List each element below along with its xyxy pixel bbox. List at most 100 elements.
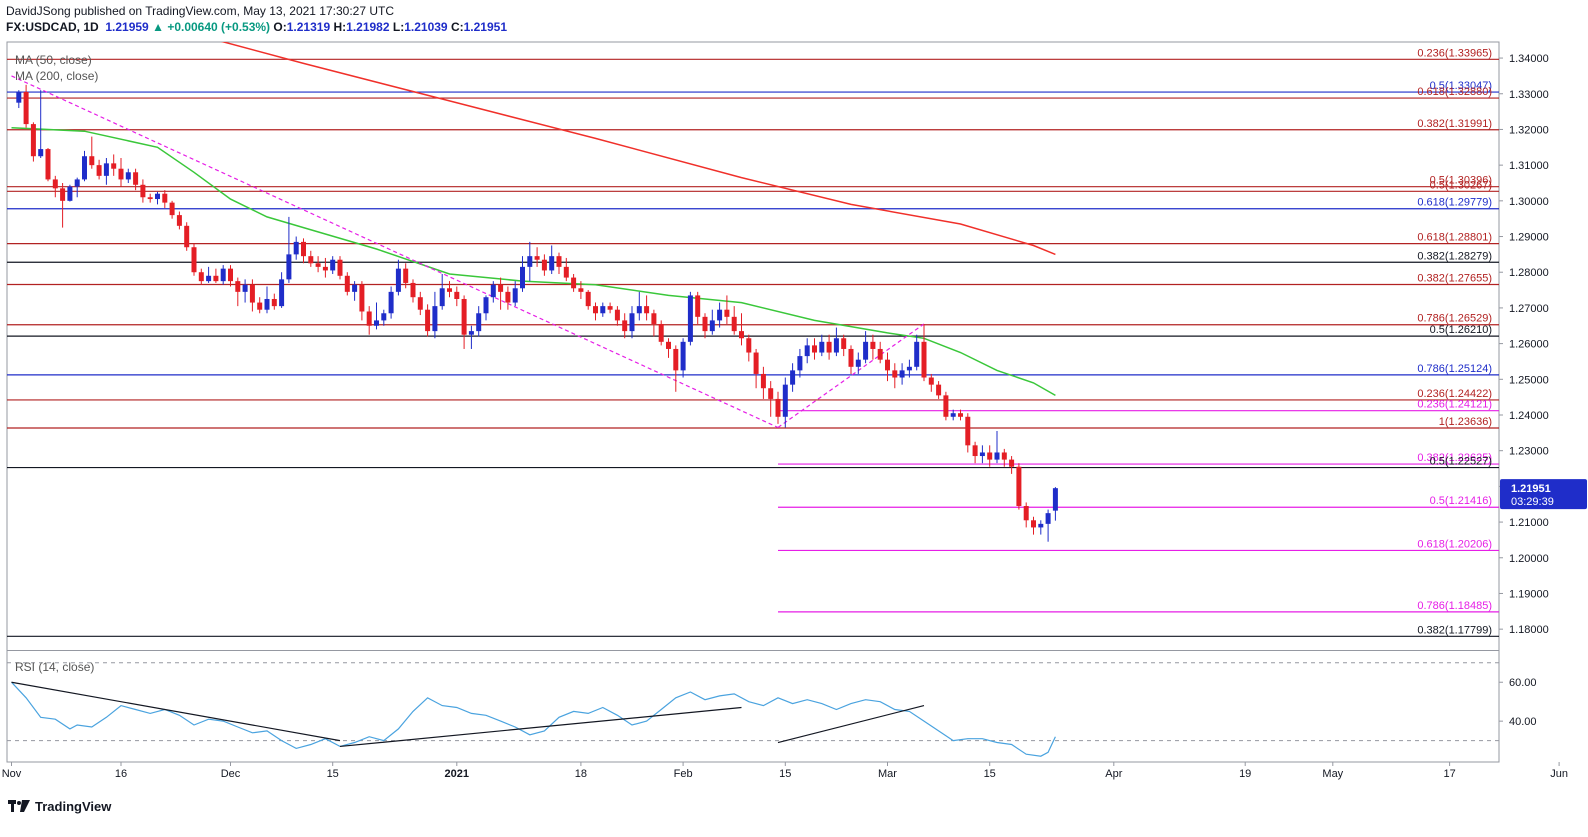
candle-body [155, 193, 160, 200]
candle-body [695, 295, 701, 317]
candle [520, 256, 525, 292]
candle [622, 313, 628, 339]
rsi-trendline [339, 706, 742, 748]
candle-body [461, 298, 467, 335]
fib-level-label: 0.382(1.28279) [1417, 250, 1492, 262]
candle [447, 281, 452, 298]
candle-body [82, 156, 87, 180]
candle-body [563, 266, 569, 278]
candle-body [607, 306, 613, 310]
fib-level-label: 0.618(1.32880) [1417, 86, 1492, 98]
candle-body [1009, 459, 1015, 467]
candle [454, 286, 460, 307]
close-label: C: [450, 20, 464, 34]
candle-body [614, 309, 620, 321]
candle [147, 193, 153, 203]
price-axis: 1.34000 1.33000 1.32000 1.31000 1.30000 1.290… [1499, 53, 1549, 636]
candle-body [198, 272, 204, 282]
candle-body [680, 341, 686, 371]
fib-level-label: 0.5(1.22527) [1430, 456, 1492, 468]
candle-body [928, 377, 934, 385]
candle-body [315, 263, 321, 267]
candle-body [870, 341, 876, 349]
candle [468, 325, 474, 349]
time-axis: Nov16Dec15202118Feb15Mar15Apr19May17Jun1… [2, 762, 1568, 780]
candle [863, 331, 869, 364]
candle-body [301, 241, 306, 257]
candle-body [60, 188, 66, 201]
time-axis-label: Nov [2, 768, 22, 780]
candle-body [176, 215, 182, 226]
open-value: 1.21319 [286, 20, 331, 34]
candle [797, 348, 803, 378]
candle [527, 241, 533, 282]
candle-body [111, 163, 117, 169]
last-price-tag-bg [1500, 479, 1587, 510]
candle-body [936, 384, 942, 396]
time-axis-label: 19 [1239, 768, 1251, 780]
candle [359, 281, 365, 321]
candle [162, 190, 168, 208]
price-axis-label: 1.27000 [1509, 303, 1549, 315]
candle [585, 290, 591, 310]
time-axis-label: May [1322, 768, 1343, 780]
candle-body [760, 373, 766, 389]
candle [724, 295, 730, 324]
candle [125, 168, 131, 183]
candle-body [629, 313, 635, 332]
rsi-axis-label: 60.00 [1509, 677, 1537, 689]
low-value: 1.21039 [404, 20, 448, 34]
candle [790, 363, 796, 392]
time-axis-label: 15 [327, 768, 339, 780]
candle-body [184, 225, 190, 248]
candle [921, 323, 927, 382]
candle-body [841, 338, 847, 349]
price-trendline [777, 323, 925, 428]
candle-body [38, 149, 44, 157]
fib-level-label: 0.382(1.17799) [1417, 624, 1492, 636]
candle-body [885, 359, 890, 371]
candle-body [366, 311, 372, 326]
time-axis-label: 18 [575, 768, 587, 780]
candle-body [746, 338, 752, 353]
fib-level-label: 0.618(1.28801) [1417, 232, 1492, 244]
candle [848, 345, 854, 374]
footer-brand[interactable]: TradingView [8, 798, 111, 814]
candle [987, 445, 993, 467]
price-trendline [11, 75, 779, 429]
candle-body [943, 395, 949, 417]
candle-body [381, 313, 387, 321]
candle-body [520, 266, 525, 289]
candle-body [600, 306, 606, 314]
candle-body [417, 297, 423, 310]
candle-body [264, 298, 270, 310]
rsi-trendline [777, 705, 925, 744]
candle-body [782, 384, 788, 417]
last-price: 1.21959 [105, 20, 149, 34]
candle-body [308, 256, 314, 264]
candle [958, 409, 963, 421]
candle-body [505, 291, 511, 303]
candle-body [848, 348, 854, 367]
candle [760, 366, 766, 399]
candle-body [636, 306, 642, 314]
candle [885, 352, 890, 382]
candle [23, 84, 29, 128]
candle [636, 291, 642, 321]
low-label: L: [392, 20, 405, 34]
candle [651, 309, 657, 337]
candle [928, 373, 934, 392]
candle [198, 268, 204, 285]
candle [52, 175, 58, 198]
candle [972, 441, 978, 464]
candle-body [483, 297, 489, 314]
candle [249, 279, 255, 312]
candle [614, 306, 620, 326]
rsi-pane [7, 662, 1499, 757]
candle-body [855, 359, 861, 367]
candle-body [899, 370, 905, 378]
symbol: FX:USDCAD, 1D [6, 20, 99, 34]
candle [228, 265, 233, 287]
candle [176, 211, 182, 230]
